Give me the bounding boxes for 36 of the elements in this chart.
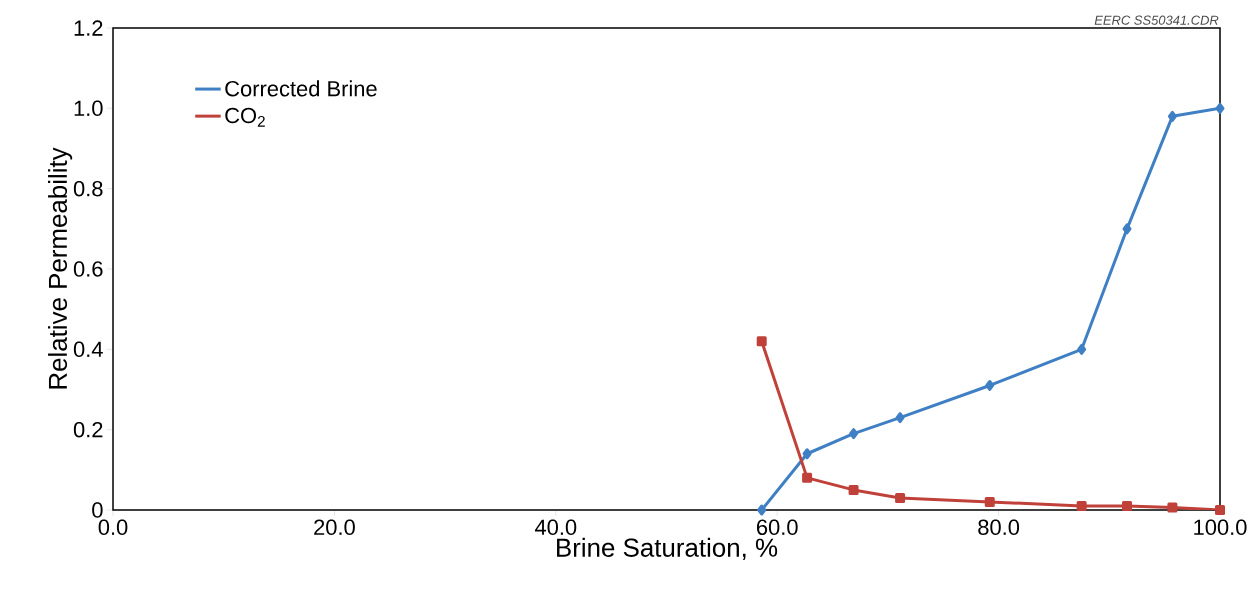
x-tick-label: 60.0: [756, 519, 798, 536]
point: [895, 412, 905, 424]
x-tick-label: 20.0: [314, 519, 355, 536]
y-tick-label: 0: [92, 502, 103, 518]
point: [1167, 502, 1178, 513]
point: [1215, 504, 1226, 515]
x-axis-title: Brine Saturation, %: [557, 537, 778, 560]
point: [1122, 223, 1132, 235]
point: [802, 472, 813, 483]
point: [985, 379, 995, 391]
point: [984, 496, 995, 507]
x-tick-label: 100.0: [1194, 519, 1247, 536]
point: [802, 448, 812, 460]
legend-label: CO$_{2}$: [225, 107, 265, 127]
point: [1122, 500, 1133, 511]
text: EERC SS50341.CDR: [1094, 15, 1219, 25]
legend-label: Corrected Brine: [225, 80, 377, 97]
x-tick-label: 0.0: [98, 519, 128, 536]
y-tick-label: 0.4: [73, 341, 103, 358]
point: [1076, 500, 1087, 511]
y-tick-label: 0.8: [73, 180, 103, 197]
y-axis-title: Relative Permeability: [48, 147, 73, 389]
y-tick-label: 0.6: [73, 261, 103, 277]
point: [1215, 102, 1225, 114]
point: [849, 428, 859, 440]
point: [1167, 110, 1177, 122]
point: [756, 336, 767, 347]
point: [1077, 343, 1087, 355]
y-tick-label: 1.0: [74, 100, 103, 117]
y-tick-label: 1.2: [74, 20, 103, 36]
point: [757, 504, 767, 516]
point: [848, 484, 859, 495]
x-tick-label: 80.0: [978, 519, 1020, 536]
point: [895, 492, 906, 503]
y-tick-label: 0.2: [73, 421, 103, 438]
x-tick-label: 40.0: [534, 519, 577, 536]
